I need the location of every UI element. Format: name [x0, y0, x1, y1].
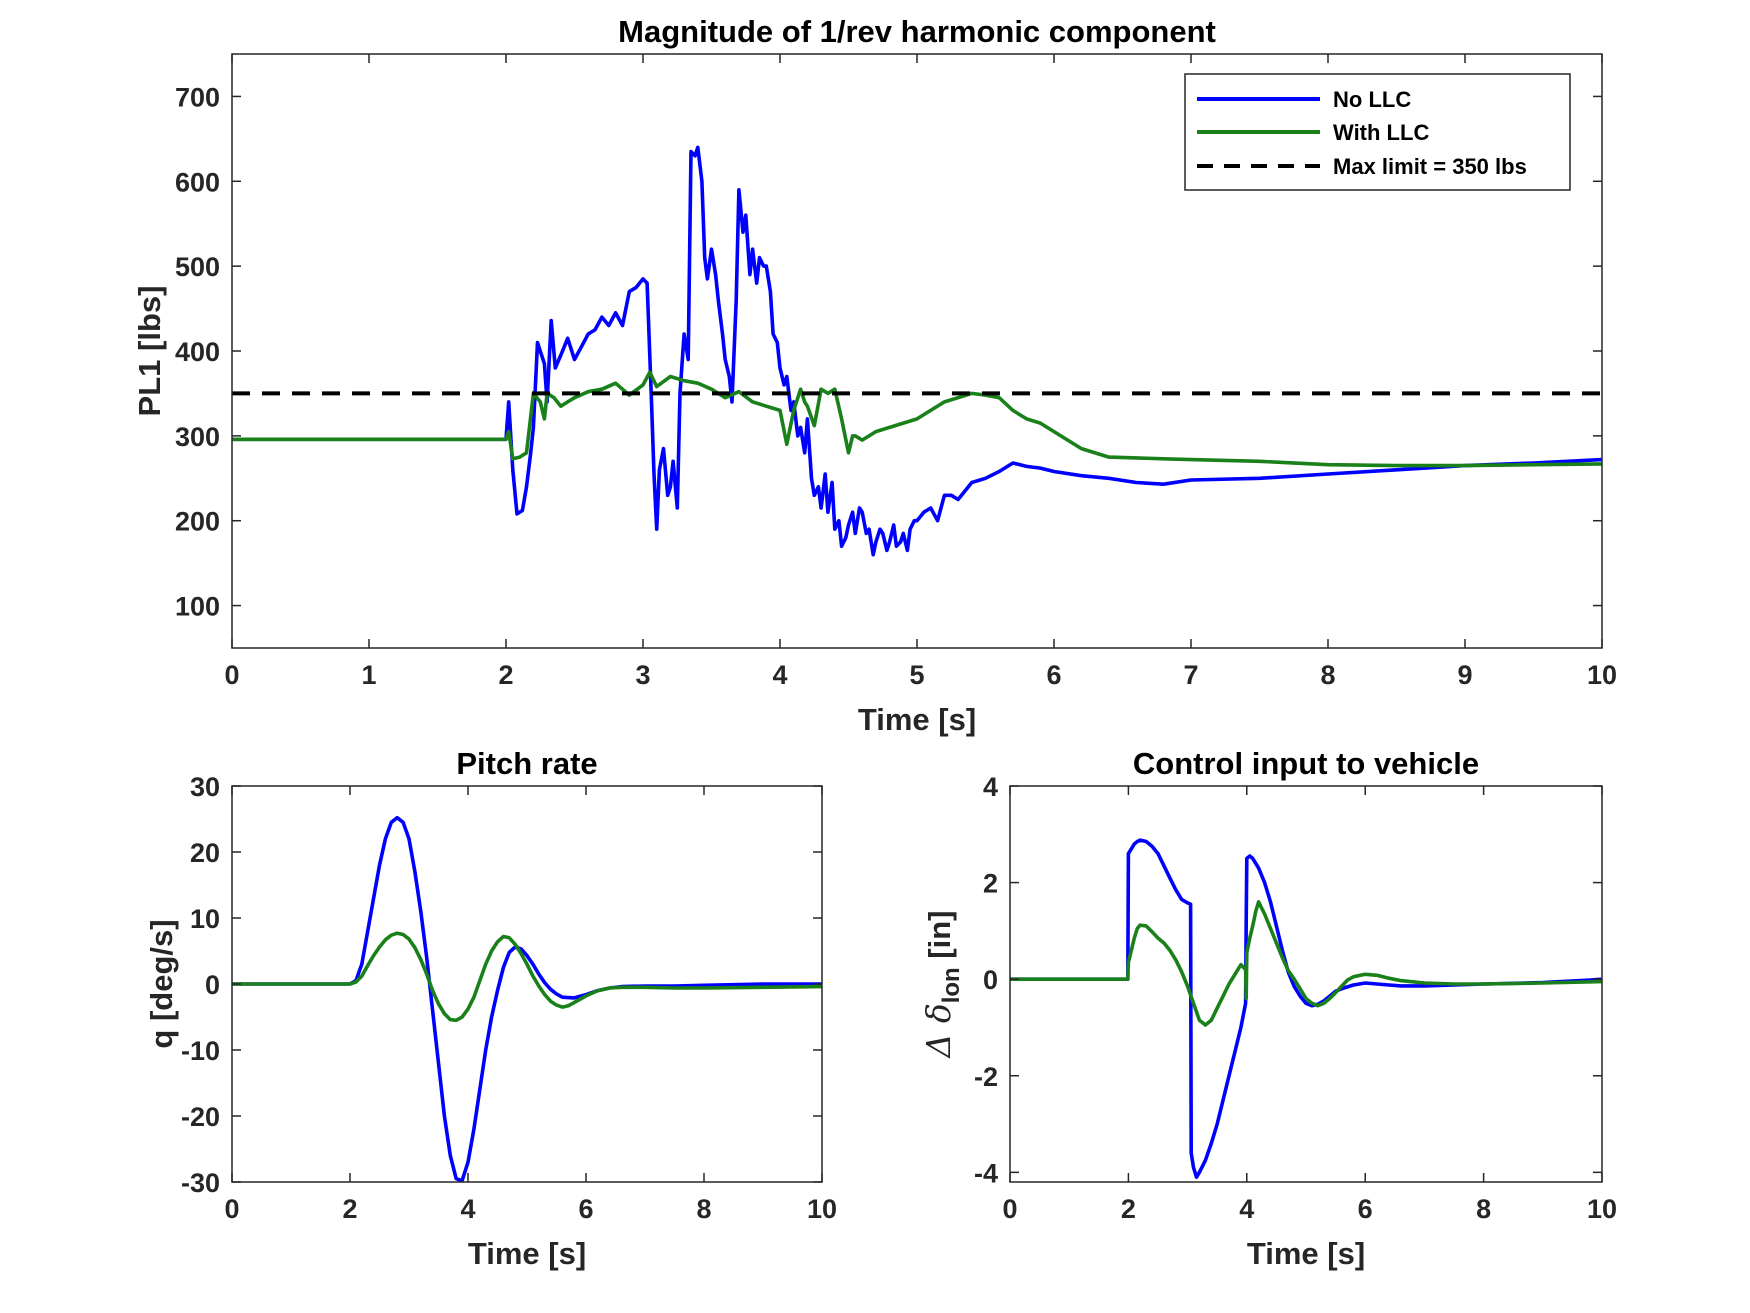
control-x-axis-label: Time [s]: [1247, 1236, 1365, 1271]
x-tick-label: 10: [1587, 660, 1617, 690]
x-tick-label: 9: [1457, 660, 1472, 690]
pitch-y-axis-label: q [deg/s]: [144, 919, 179, 1048]
top-x-axis-label: Time [s]: [858, 702, 976, 737]
legend: No LLC With LLC Max limit = 350 lbs: [1184, 73, 1571, 191]
x-tick-label: 4: [1239, 1194, 1254, 1224]
y-tick-label: -10: [181, 1036, 220, 1066]
y-tick-label: 200: [175, 507, 220, 537]
x-tick-label: 5: [909, 660, 924, 690]
pitch-rate-plot: 0 2 4 6 8 10 -30 -20 -10 0 10 20 30 Pitch rate Time …: [144, 746, 837, 1271]
x-tick-label: 8: [1320, 660, 1335, 690]
x-tick-label: 4: [772, 660, 787, 690]
legend-label-with-llc: With LLC: [1333, 120, 1429, 145]
y-tick-label: 2: [983, 869, 998, 899]
x-tick-label: 7: [1183, 660, 1198, 690]
y-tick-label: 600: [175, 167, 220, 197]
y-tick-label: 0: [983, 965, 998, 995]
x-tick-label: 8: [696, 1194, 711, 1224]
top-ticks-group: 0 1 2 3 4 5 6 7 8 9 10 100 200 300 400 500 600 700: [175, 54, 1617, 690]
legend-label-no-llc: No LLC: [1333, 87, 1411, 112]
top-y-axis-label: PL1 [lbs]: [132, 286, 167, 417]
top-plot: 0 1 2 3 4 5 6 7 8 9 10 100 200 300 400 500 600 700 Magnit…: [132, 14, 1617, 737]
control-y-axis-label: Δ δlon [in]: [919, 910, 965, 1059]
legend-label-max-limit: Max limit = 350 lbs: [1333, 154, 1527, 179]
pitch-series-with-llc: [232, 931, 822, 1023]
y-tick-label: 100: [175, 592, 220, 622]
x-tick-label: 0: [224, 1194, 239, 1224]
y-tick-label: -20: [181, 1102, 220, 1132]
pitch-ticks-group: 0 2 4 6 8 10 -30 -20 -10 0 10 20 30: [181, 772, 837, 1224]
top-chart-title: Magnitude of 1/rev harmonic component: [618, 14, 1216, 49]
x-tick-label: 6: [578, 1194, 593, 1224]
x-tick-label: 0: [1002, 1194, 1017, 1224]
top-series-group: [232, 145, 1602, 557]
control-ticks-group: 0 2 4 6 8 10 -4 -2 0 2 4: [974, 772, 1617, 1224]
y-tick-label: 400: [175, 337, 220, 367]
x-tick-label: 3: [635, 660, 650, 690]
y-tick-label: 4: [983, 772, 998, 802]
x-tick-label: 10: [1587, 1194, 1617, 1224]
x-tick-label: 1: [361, 660, 376, 690]
x-tick-label: 2: [1121, 1194, 1136, 1224]
x-tick-label: 2: [498, 660, 513, 690]
x-tick-label: 0: [224, 660, 239, 690]
y-tick-label: 500: [175, 252, 220, 282]
y-tick-label: -2: [974, 1062, 998, 1092]
top-series-with-llc: [232, 370, 1602, 468]
pitch-chart-title: Pitch rate: [456, 746, 597, 781]
control-chart-title: Control input to vehicle: [1133, 746, 1479, 781]
x-tick-label: 4: [460, 1194, 475, 1224]
y-tick-label: 700: [175, 82, 220, 112]
pitch-x-axis-label: Time [s]: [468, 1236, 586, 1271]
x-tick-label: 6: [1046, 660, 1061, 690]
y-tick-label: 10: [190, 904, 220, 934]
y-tick-label: 300: [175, 422, 220, 452]
control-y-axis-label-text: Δ δlon [in]: [919, 910, 965, 1059]
y-tick-label: -4: [974, 1158, 998, 1188]
top-series-no-llc: [232, 145, 1602, 557]
y-tick-label: -30: [181, 1168, 220, 1198]
y-tick-label: 0: [205, 970, 220, 1000]
y-tick-label: 20: [190, 838, 220, 868]
x-tick-label: 8: [1476, 1194, 1491, 1224]
pitch-series-group: [232, 815, 822, 1182]
x-tick-label: 6: [1358, 1194, 1373, 1224]
x-tick-label: 10: [807, 1194, 837, 1224]
control-series-group: [1010, 838, 1602, 1179]
control-series-no-llc: [1010, 838, 1602, 1179]
x-tick-label: 2: [342, 1194, 357, 1224]
control-series-with-llc: [1010, 900, 1602, 1027]
y-tick-label: 30: [190, 772, 220, 802]
control-plot-frame: [1009, 785, 1603, 1183]
